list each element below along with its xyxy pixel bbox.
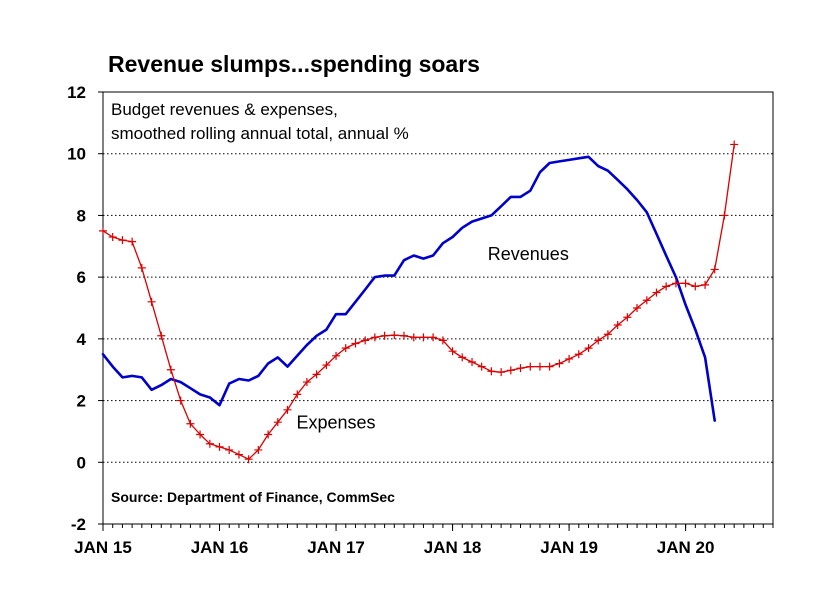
expenses-point bbox=[137, 263, 146, 272]
expenses-point bbox=[225, 445, 234, 454]
series-label-revenues: Revenues bbox=[488, 244, 569, 264]
x-tick-label: JAN 20 bbox=[657, 538, 715, 557]
y-tick-label: 6 bbox=[77, 268, 86, 287]
expenses-point bbox=[730, 140, 739, 149]
y-tick-label: 2 bbox=[77, 392, 86, 411]
expenses-point bbox=[293, 390, 302, 399]
expenses-point bbox=[429, 333, 438, 342]
x-tick-label: JAN 16 bbox=[191, 538, 249, 557]
expenses-point bbox=[128, 237, 137, 246]
x-tick-label: JAN 15 bbox=[74, 538, 132, 557]
expenses-point bbox=[574, 350, 583, 359]
y-tick-label: 10 bbox=[67, 145, 86, 164]
expenses-point bbox=[341, 344, 350, 353]
expenses-point bbox=[642, 296, 651, 305]
expenses-point bbox=[623, 313, 632, 322]
expenses-point bbox=[157, 331, 166, 340]
expenses-point bbox=[283, 405, 292, 414]
expenses-point bbox=[701, 280, 710, 289]
expenses-point bbox=[390, 331, 399, 340]
expenses-point bbox=[370, 333, 379, 342]
expenses-point bbox=[584, 344, 593, 353]
expenses-point bbox=[652, 288, 661, 297]
expenses-point bbox=[535, 362, 544, 371]
plot-area: -2 0 2 4 6 8 10 12 JAN 15 JAN 16 JAN 17 JAN 18 JAN 1… bbox=[67, 83, 774, 557]
expenses-point bbox=[497, 368, 506, 377]
y-tick-label: 8 bbox=[77, 206, 86, 225]
expenses-point bbox=[332, 351, 341, 360]
expenses-point bbox=[108, 233, 117, 242]
expenses-point bbox=[166, 365, 175, 374]
chart-subtitle-line-2: smoothed rolling annual total, annual % bbox=[111, 124, 409, 143]
expenses-point bbox=[468, 358, 477, 366]
x-tick-label: JAN 18 bbox=[424, 538, 482, 557]
y-tick-label: 4 bbox=[77, 330, 87, 349]
expenses-point bbox=[438, 336, 447, 345]
expenses-point bbox=[399, 331, 408, 340]
expenses-point bbox=[244, 455, 253, 464]
expenses-point bbox=[196, 430, 205, 439]
y-tick-label: 12 bbox=[67, 83, 86, 102]
expenses-point bbox=[516, 364, 525, 373]
expenses-point bbox=[477, 362, 486, 371]
expenses-line bbox=[102, 143, 735, 460]
expenses-point bbox=[215, 442, 224, 451]
expenses-point bbox=[565, 354, 574, 363]
expenses-point bbox=[99, 226, 107, 235]
expenses-point bbox=[691, 282, 700, 291]
expenses-point bbox=[254, 445, 263, 454]
source-note: Source: Department of Finance, CommSec bbox=[111, 489, 395, 505]
expenses-point bbox=[710, 265, 719, 274]
expenses-point bbox=[681, 279, 690, 288]
expenses-point bbox=[322, 361, 331, 370]
expenses-point bbox=[273, 418, 282, 427]
expenses-point bbox=[419, 333, 428, 342]
expenses-point bbox=[603, 330, 612, 339]
revenues-line bbox=[101, 155, 717, 422]
expenses-point bbox=[302, 378, 311, 387]
plot-frame bbox=[102, 91, 774, 525]
expenses-point bbox=[555, 359, 564, 368]
expenses-point bbox=[594, 336, 603, 345]
expenses-point bbox=[234, 450, 243, 459]
x-tick-label: JAN 17 bbox=[307, 538, 365, 557]
expenses-point bbox=[448, 347, 457, 356]
expenses-point bbox=[312, 370, 321, 379]
expenses-point bbox=[662, 282, 671, 291]
expenses-point bbox=[147, 297, 156, 306]
expenses-point bbox=[720, 211, 729, 220]
series-label-expenses: Expenses bbox=[297, 412, 376, 432]
expenses-point bbox=[613, 320, 622, 329]
expenses-point bbox=[186, 419, 195, 428]
expenses-point bbox=[545, 362, 554, 371]
expenses-point bbox=[205, 439, 214, 448]
x-tick-label: JAN 19 bbox=[540, 538, 598, 557]
expenses-point bbox=[380, 331, 389, 340]
chart-subtitle-line-1: Budget revenues & expenses, bbox=[111, 100, 338, 119]
expenses-point bbox=[409, 333, 418, 342]
y-tick-label: 0 bbox=[77, 453, 86, 472]
expenses-point bbox=[487, 367, 496, 376]
chart-title: Revenue slumps...spending soars bbox=[108, 51, 480, 77]
y-tick-label: -2 bbox=[71, 515, 86, 534]
expenses-point bbox=[176, 396, 185, 405]
expenses-point bbox=[506, 366, 515, 375]
expenses-point bbox=[671, 279, 680, 288]
expenses-point bbox=[118, 236, 127, 245]
expenses-point bbox=[361, 336, 370, 345]
expenses-point bbox=[351, 339, 360, 348]
expenses-point bbox=[526, 362, 535, 371]
expenses-point bbox=[633, 304, 642, 312]
expenses-point bbox=[264, 430, 273, 439]
expenses-point bbox=[458, 353, 467, 362]
